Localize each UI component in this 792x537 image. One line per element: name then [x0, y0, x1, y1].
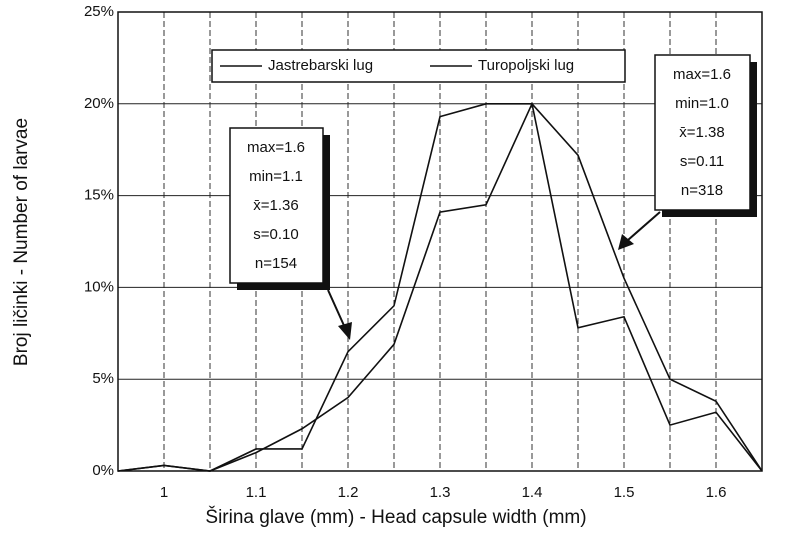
x-tick-label: 1.1 — [246, 484, 267, 501]
annotation-text: x̄=1.38 — [679, 124, 724, 141]
y-tick-label: 15% — [84, 187, 114, 204]
annotation-box — [229, 127, 324, 284]
annotation-text: min=1.1 — [249, 168, 303, 185]
y-tick-label: 0% — [92, 462, 114, 479]
x-tick-label: 1.4 — [522, 484, 543, 501]
x-tick-label: 1 — [160, 484, 168, 501]
annotation-text: x̄=1.36 — [253, 197, 298, 214]
arrow — [627, 211, 661, 241]
x-tick-label: 1.3 — [430, 484, 451, 501]
annotation-text: n=154 — [255, 255, 297, 272]
legend — [211, 49, 626, 83]
legend-label: Jastrebarski lug — [268, 57, 373, 74]
x-tick-label: 1.6 — [706, 484, 727, 501]
y-axis-label: Broj ličinki - Number of larvae — [11, 118, 32, 366]
x-tick-label: 1.2 — [338, 484, 359, 501]
annotation-text: max=1.6 — [673, 66, 731, 83]
x-axis-label: Širina glave (mm) - Head capsule width (… — [205, 506, 586, 528]
annotation-text: max=1.6 — [247, 139, 305, 156]
plot-frame — [117, 11, 763, 472]
legend-label: Turopoljski lug — [478, 57, 574, 74]
annotation-text: n=318 — [681, 182, 723, 199]
annotation-text: s=0.11 — [680, 153, 724, 170]
arrow-head — [618, 234, 634, 250]
y-tick-label: 25% — [84, 3, 114, 20]
y-tick-label: 5% — [92, 370, 114, 387]
arrow — [327, 289, 347, 331]
y-tick-label: 20% — [84, 95, 114, 112]
series-line — [117, 102, 763, 472]
series-line — [117, 103, 763, 472]
arrow-head — [338, 322, 352, 340]
x-tick-label: 1.5 — [614, 484, 635, 501]
annotation-text: s=0.10 — [253, 226, 298, 243]
y-tick-label: 10% — [84, 278, 114, 295]
annotation-text: min=1.0 — [675, 95, 729, 112]
annotation-box — [654, 54, 751, 211]
